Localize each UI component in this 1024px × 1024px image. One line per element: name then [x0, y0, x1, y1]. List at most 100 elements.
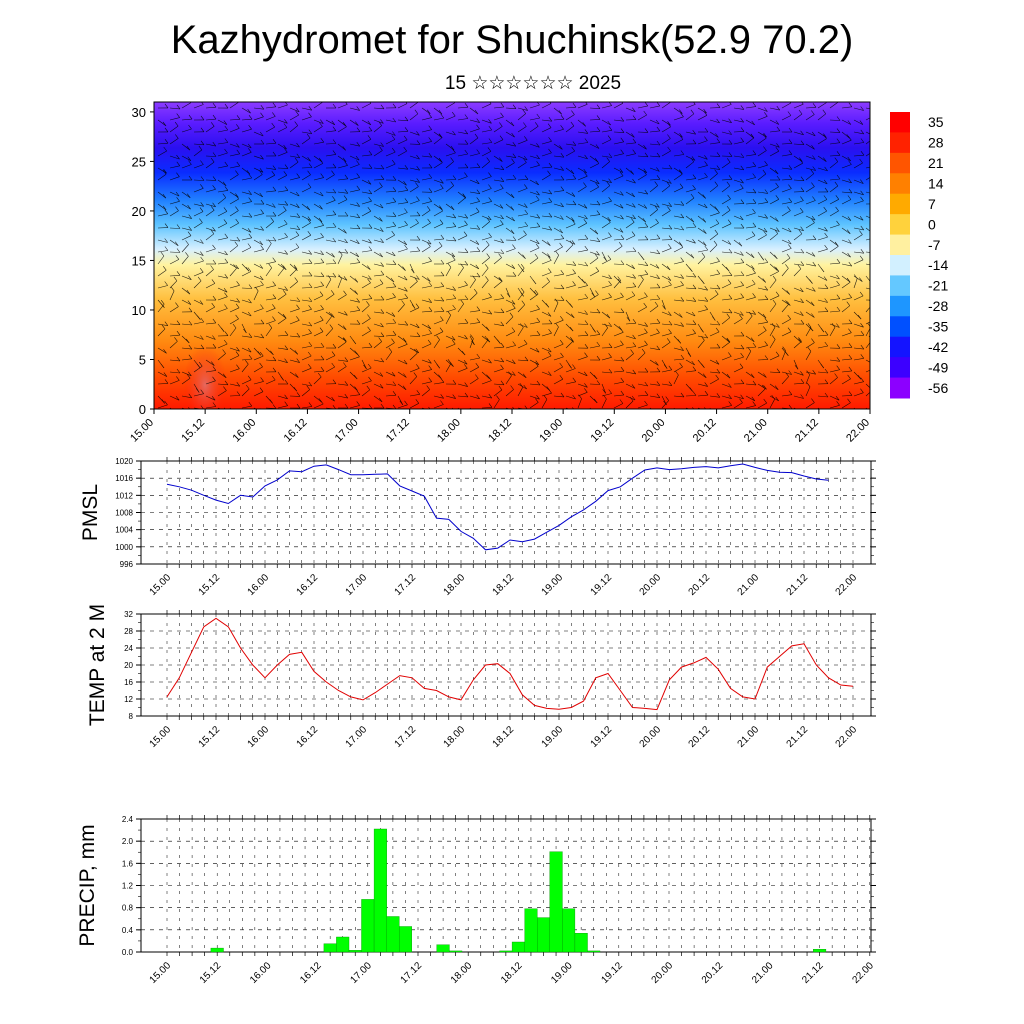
wind-barb	[589, 119, 601, 121]
wind-barb	[661, 333, 672, 337]
wind-barb	[361, 191, 372, 195]
wind-barb-flag	[329, 324, 334, 329]
wind-barb	[541, 127, 552, 133]
wind-barb	[841, 282, 851, 289]
wind-barb-flag	[343, 362, 347, 367]
wind-barb	[865, 342, 870, 349]
wind-barb	[217, 343, 228, 349]
wind-barb	[793, 227, 804, 231]
wind-barb-flag	[464, 172, 468, 177]
wind-barb-flag	[812, 235, 817, 240]
wind-barb-flag	[295, 107, 300, 112]
wind-barb-flag	[691, 360, 695, 366]
wind-barb	[169, 165, 180, 169]
wind-barb-flag	[786, 290, 790, 295]
wind-barb-flag	[416, 140, 421, 145]
wind-barb	[277, 152, 288, 157]
wind-barb-flag	[523, 155, 528, 161]
wind-barb-flag	[620, 149, 624, 154]
wind-barb	[853, 275, 863, 282]
wind-barb	[685, 178, 696, 181]
wind-barb-flag	[355, 121, 359, 126]
wind-barb	[349, 310, 360, 313]
wind-barb-flag	[416, 332, 421, 337]
wind-barb	[169, 280, 178, 289]
wind-barb	[685, 333, 696, 337]
wind-barb-flag	[824, 166, 828, 172]
wind-barb	[565, 381, 576, 385]
wind-barb-flag	[354, 386, 358, 391]
wind-barb	[829, 185, 839, 193]
wind-barb-flag	[547, 241, 551, 246]
wind-barb	[697, 215, 706, 223]
wind-barb	[781, 371, 792, 375]
x-tick-label: 16.12	[295, 724, 321, 750]
wind-barb-flag	[809, 279, 813, 284]
wind-barb-flag	[368, 376, 372, 382]
wind-barb-flag	[447, 311, 451, 316]
wind-barb-flag	[452, 213, 457, 219]
wind-barb-flag	[632, 369, 637, 375]
wind-barb-flag	[848, 102, 853, 107]
wind-barb-flag	[175, 396, 180, 401]
wind-barb	[841, 263, 852, 267]
wind-barb-flag	[812, 287, 816, 292]
x-tick-label: 22.00	[844, 417, 872, 445]
wind-barb-flag	[872, 111, 875, 115]
wind-barb-flag	[584, 138, 589, 143]
wind-barb-flag	[764, 341, 768, 346]
wind-barb	[181, 287, 191, 295]
wind-barb-flag	[679, 135, 684, 140]
wind-barb-flag	[603, 256, 607, 262]
wind-barb	[409, 186, 419, 193]
wind-barb	[793, 311, 804, 316]
wind-barb-flag	[233, 264, 237, 269]
wind-barb	[289, 308, 300, 313]
wind-barb	[289, 107, 300, 113]
y-tick-label: 0.0	[122, 948, 134, 957]
wind-barb-flag	[499, 122, 503, 127]
wind-barb-flag	[752, 188, 757, 194]
wind-barb	[325, 119, 335, 126]
wind-barb	[805, 374, 810, 385]
wind-barb	[265, 261, 276, 265]
wind-barb	[469, 239, 480, 245]
x-tick-label: 17.00	[333, 417, 361, 445]
wind-barb	[169, 210, 179, 217]
colorbar-label: -56	[928, 380, 948, 396]
wind-barb-flag	[401, 300, 405, 305]
colorbar-label: -42	[928, 339, 948, 355]
wind-barb-flag	[175, 134, 179, 139]
wind-barb-flag	[869, 387, 870, 388]
wind-barb-flag	[484, 335, 489, 341]
wind-barb-flag	[750, 337, 755, 342]
wind-barb	[505, 178, 517, 181]
wind-barb	[649, 275, 660, 279]
wind-barb-flag	[596, 251, 600, 256]
wind-barb-flag	[308, 305, 312, 310]
wind-barb-flag	[555, 322, 559, 328]
wind-barb	[373, 335, 385, 337]
y-tick-label: 1.6	[122, 859, 134, 868]
wind-barb-flag	[630, 349, 634, 354]
wind-barb	[157, 323, 168, 326]
wind-barb-flag	[188, 160, 192, 165]
wind-barb	[805, 131, 816, 137]
wind-barb	[481, 129, 492, 133]
wind-barb-flag	[282, 314, 287, 319]
wind-barb-flag	[859, 291, 864, 297]
wind-barb-flag	[836, 151, 841, 156]
wind-barb	[769, 371, 781, 373]
wind-barb	[613, 119, 624, 122]
wind-barb-flag	[224, 250, 228, 256]
wind-barb	[193, 149, 203, 157]
wind-barb	[661, 102, 671, 109]
wind-barb-flag	[427, 324, 432, 329]
wind-barb	[229, 368, 240, 373]
wind-barb-flag	[679, 133, 683, 138]
wind-barb-flag	[272, 186, 277, 191]
wind-barb	[721, 239, 732, 245]
wind-barb-flag	[608, 368, 613, 374]
wind-barb-flag	[284, 119, 288, 124]
wind-barb	[781, 350, 786, 361]
